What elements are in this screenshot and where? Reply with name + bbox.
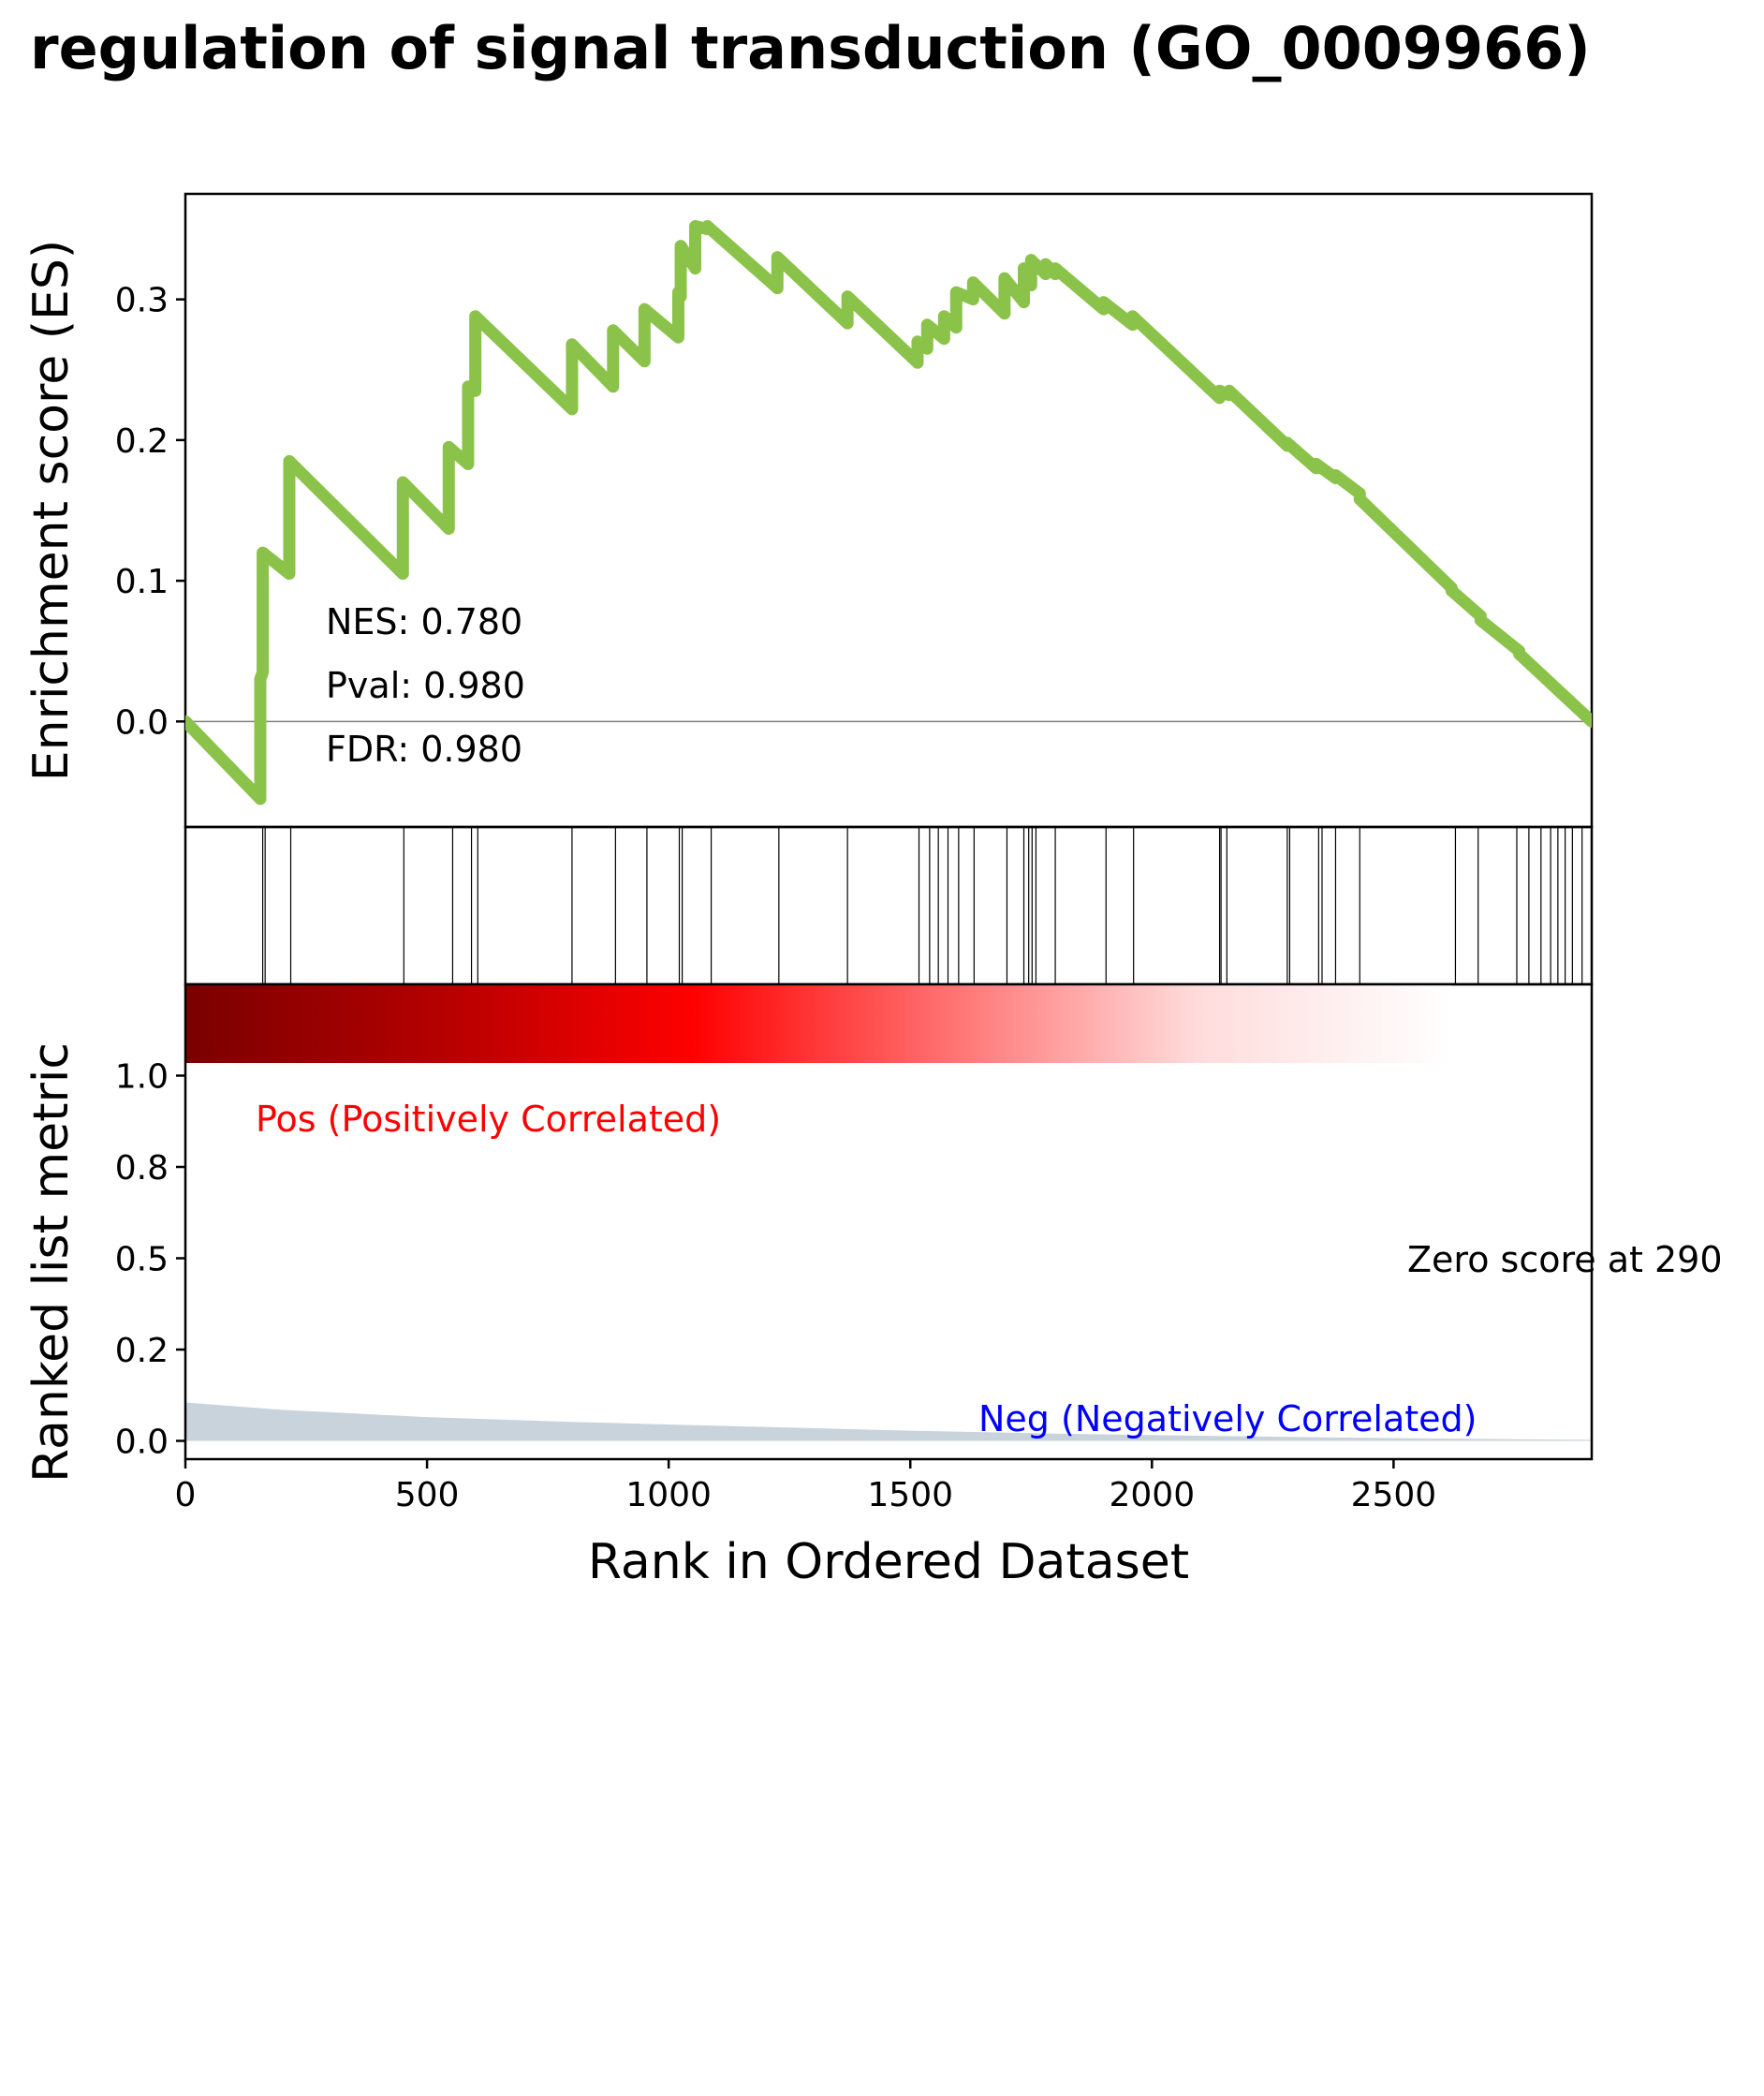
x-tick-label: 2000	[1109, 1476, 1195, 1514]
neg-label: Neg (Negatively Correlated)	[978, 1398, 1477, 1439]
hits-panel	[184, 825, 1594, 986]
es-y-tick-label: 0.3	[115, 282, 169, 320]
rank-gradient-bar	[185, 984, 1452, 1063]
es-line	[185, 220, 1592, 805]
chart-title: regulation of signal transduction (GO_00…	[30, 14, 1591, 82]
x-tick-label: 2500	[1351, 1476, 1437, 1514]
metric-y-axis-label: Ranked list metric	[23, 1042, 80, 1483]
x-tick-label: 500	[395, 1476, 460, 1514]
pos-label: Pos (Positively Correlated)	[256, 1099, 721, 1140]
x-tick-label: 0	[175, 1476, 197, 1514]
x-axis-label: Rank in Ordered Dataset	[588, 1534, 1189, 1590]
hit-markers	[261, 827, 1583, 984]
metric-panel: 0.0 0.2 0.5 0.8 1.0 Pos (Positively Correlat…	[23, 982, 1723, 1483]
x-tick-label: 1500	[867, 1476, 953, 1514]
metric-y-tick-label: 0.0	[115, 1424, 169, 1462]
metric-y-tick-label: 0.5	[115, 1241, 169, 1279]
es-y-tick-label: 0.1	[115, 563, 169, 601]
metric-area	[185, 1402, 1592, 1441]
x-axis: 0 500 1000 1500 2000 2500	[175, 1459, 1437, 1514]
es-panel: 0.0 0.1 0.2 0.3 NES: 0.780 Pval: 0.980 FDR:…	[23, 192, 1594, 829]
es-y-axis-label: Enrichment score (ES)	[23, 240, 80, 781]
es-y-axis: 0.0 0.1 0.2 0.3	[115, 282, 185, 742]
metric-panel-frame	[184, 982, 1594, 1461]
metric-y-tick-label: 0.8	[115, 1149, 169, 1188]
x-tick-label: 1000	[625, 1476, 712, 1514]
metric-y-tick-label: 1.0	[115, 1058, 169, 1097]
metric-y-axis: 0.0 0.2 0.5 0.8 1.0	[115, 1058, 185, 1462]
pval-annotation: Pval: 0.980	[326, 665, 525, 706]
zero-score-label: Zero score at 290	[1407, 1239, 1723, 1280]
metric-y-tick-label: 0.2	[115, 1332, 169, 1370]
es-y-tick-label: 0.2	[115, 422, 169, 461]
nes-annotation: NES: 0.780	[326, 601, 522, 642]
hits-panel-frame	[184, 825, 1594, 986]
es-y-tick-label: 0.0	[115, 703, 169, 742]
fdr-annotation: FDR: 0.980	[326, 729, 522, 770]
